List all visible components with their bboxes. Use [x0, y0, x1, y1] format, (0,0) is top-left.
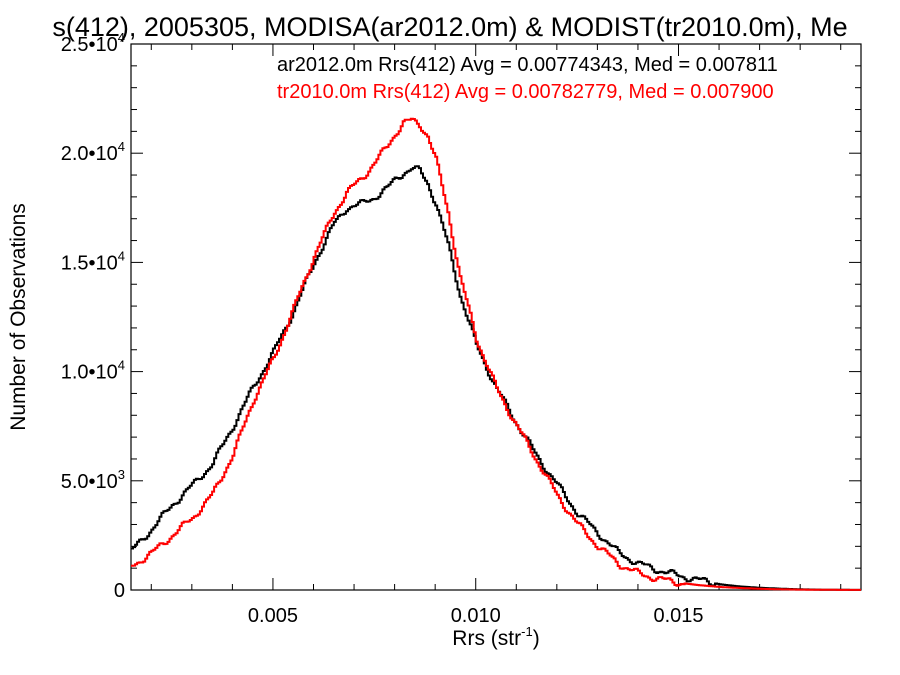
series-group: [131, 117, 861, 591]
y-tick-mantissa-4: 2.0•10: [61, 143, 118, 165]
x-axis-label: Rrs (str-1): [452, 624, 539, 650]
y-tick-label-3: 1.5•104: [61, 248, 125, 274]
y-tick-exponent-2: 4: [118, 358, 125, 373]
y-tick-exponent-3: 4: [118, 248, 125, 263]
x-axis-label-text: Rrs (str: [452, 627, 521, 650]
y-tick-label-5: 2.5•104: [61, 30, 125, 56]
y-tick-exponent-4: 4: [118, 139, 125, 154]
legend-entry-ar2012: ar2012.0m Rrs(412) Avg = 0.00774343, Med…: [277, 54, 778, 76]
y-axis-label: Number of Observations: [7, 203, 30, 431]
y-tick-exponent-5: 4: [118, 30, 125, 45]
y-tick-mantissa-1: 5.0•10: [61, 471, 118, 493]
series-line-1: [131, 117, 861, 591]
legend-entry-tr2010: tr2010.0m Rrs(412) Avg = 0.00782779, Med…: [277, 81, 774, 103]
x-axis-label-end: ): [533, 627, 540, 650]
x-tick-label-1: 0.010: [451, 605, 501, 627]
y-tick-label-0: 0: [114, 580, 125, 602]
y-tick-label-1: 5.0•103: [61, 467, 125, 493]
y-tick-mantissa-3: 1.5•10: [61, 252, 118, 274]
plot-frame: [130, 43, 862, 591]
y-tick-exponent-1: 3: [118, 467, 125, 482]
x-tick-label-0: 0.005: [248, 605, 298, 627]
x-axis: 0.005 0.010 0.015: [150, 44, 842, 627]
chart-title: s(412), 2005305, MODISA(ar2012.0m) & MOD…: [52, 12, 847, 42]
x-tick-label-2: 0.015: [653, 605, 703, 627]
x-axis-label-sup: -1: [521, 624, 533, 639]
y-tick-label-2: 1.0•104: [61, 358, 125, 384]
y-tick-label-4: 2.0•104: [61, 139, 125, 165]
y-tick-mantissa-2: 1.0•10: [61, 362, 118, 384]
y-tick-mantissa-5: 2.5•10: [61, 34, 118, 56]
series-line-0: [131, 165, 861, 591]
y-tick-mantissa-0: 0: [114, 580, 125, 602]
